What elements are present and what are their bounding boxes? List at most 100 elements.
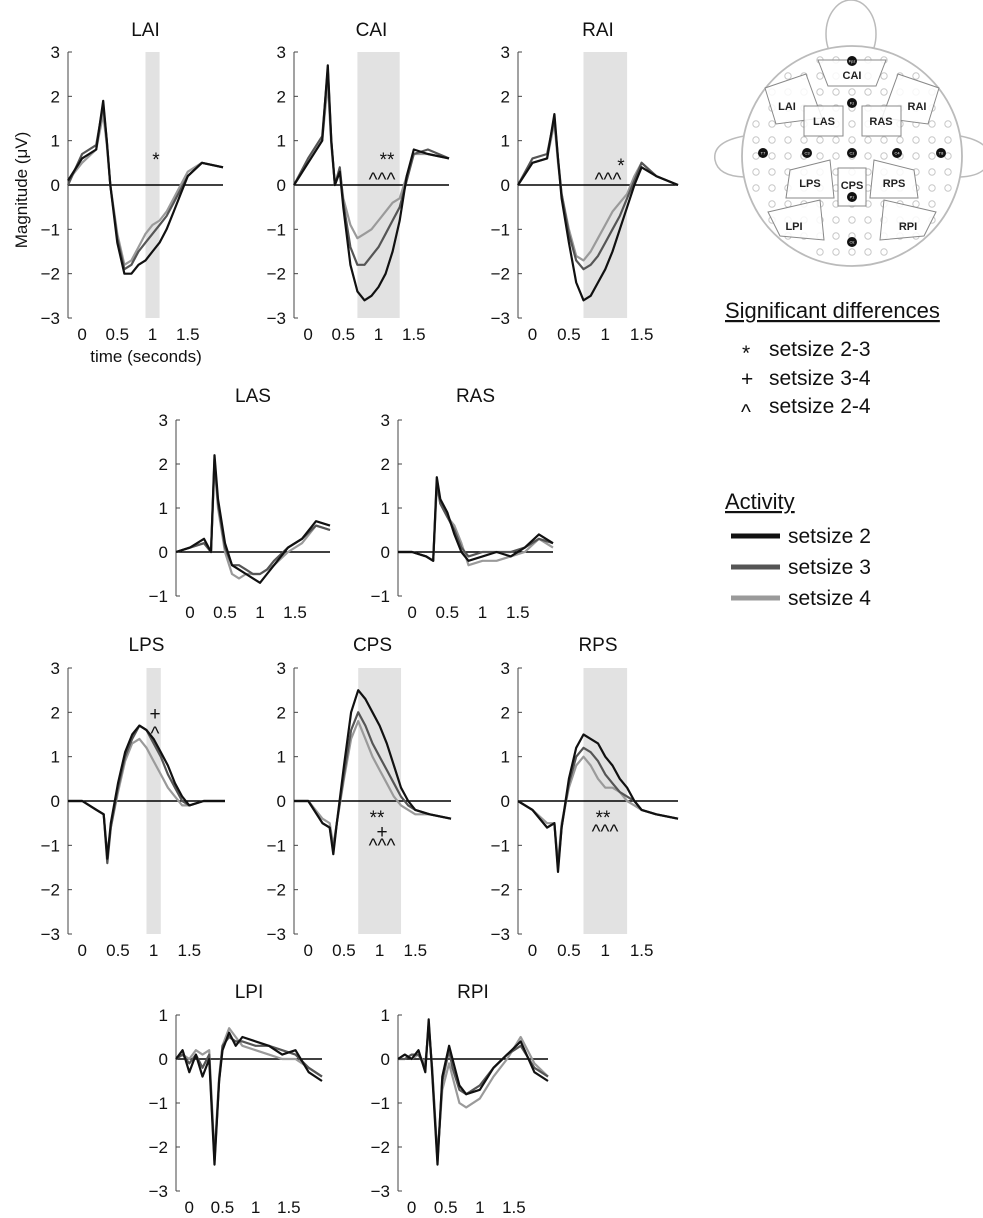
y-tick-label: 0: [51, 176, 60, 195]
x-tick-label: 0.5: [557, 941, 581, 960]
electrode-site: [944, 120, 952, 128]
electrode-site: [928, 152, 936, 160]
region-label-lps: LPS: [799, 178, 820, 190]
electrode-site: [752, 120, 760, 128]
y-tick-label: −1: [41, 836, 60, 855]
electrode-site: [928, 136, 936, 144]
panel-cai: CAI −3 −2 −1 0 1 2 3 0 0.5 1 1.5 **^^^: [267, 20, 450, 344]
sig-plus-symbol: +: [741, 368, 753, 391]
electrode-c4: [892, 148, 902, 158]
y-tick-label: −2: [41, 881, 60, 900]
electrode-fz: [847, 98, 857, 108]
series-line-setsize-3: [175, 458, 331, 576]
electrode-site: [848, 120, 856, 128]
y-tick-label: −3: [149, 1182, 168, 1201]
electrode-site: [752, 168, 760, 176]
significance-marker: ^: [151, 724, 160, 745]
x-tick-label: 1.5: [177, 941, 201, 960]
series-line-setsize-2: [397, 1018, 549, 1166]
y-tick-label: 0: [159, 543, 168, 562]
y-tick-label: 3: [501, 659, 510, 678]
y-tick-label: −2: [491, 265, 510, 284]
electrode-t7: [758, 148, 768, 158]
electrode-site: [784, 72, 792, 80]
y-tick-label: 1: [51, 748, 60, 767]
y-tick-label: −1: [41, 220, 60, 239]
region-box-lps: [785, 159, 835, 199]
electrode-site: [768, 184, 776, 192]
electrode-site: [864, 248, 872, 256]
setsize-3-label: setsize 3: [788, 556, 871, 579]
x-tick-label: 1.5: [277, 1198, 301, 1217]
panel-title: LAI: [131, 20, 160, 41]
x-tick-label: 1: [375, 941, 384, 960]
y-tick-label: 2: [51, 87, 60, 106]
region-label-lpi: LPI: [785, 221, 802, 233]
series-line-setsize-2: [517, 733, 679, 874]
x-tick-label: 1: [478, 603, 487, 622]
y-tick-label: −2: [371, 1138, 390, 1157]
panel-lpi: LPI −3 −2 −1 0 1 0 0.5 1 1.5: [149, 982, 323, 1217]
region-box-rps: [869, 159, 919, 199]
electrode-site: [880, 152, 888, 160]
setsize-2-label: setsize 2: [788, 525, 871, 548]
region-label-lai: LAI: [778, 101, 796, 113]
x-tick-label: 1: [255, 603, 264, 622]
x-tick-label: 0: [528, 941, 537, 960]
x-tick-label: 0: [407, 603, 416, 622]
electrode-site: [768, 152, 776, 160]
series-line-setsize-2: [175, 1031, 323, 1166]
y-tick-label: 0: [277, 792, 286, 811]
series-line-setsize-3: [175, 1035, 323, 1162]
panel-cps: CPS −3 −2 −1 0 1 2 3 0 0.5 1 1.5 **+^^^: [267, 635, 452, 960]
x-tick-label: 1.5: [630, 941, 654, 960]
electrode-site: [928, 120, 936, 128]
region-label-cai: CAI: [843, 70, 862, 82]
x-tick-label: 0.5: [106, 941, 130, 960]
y-tick-label: 2: [277, 87, 286, 106]
y-tick-label: 2: [501, 703, 510, 722]
electrode-site: [912, 152, 920, 160]
electrode-site: [816, 88, 824, 96]
significance-marker: **: [596, 808, 611, 829]
significance-legend: Significant differences * setsize 2-3 + …: [725, 298, 940, 424]
y-tick-label: 2: [159, 455, 168, 474]
significance-marker: ^^^: [369, 836, 396, 857]
y-tick-label: 1: [277, 748, 286, 767]
y-axis-label: Magnitude (μV): [12, 132, 31, 249]
x-tick-label: 0: [77, 325, 86, 344]
x-tick-label: 0: [78, 941, 87, 960]
electrode-label-t8: T8: [939, 151, 944, 156]
electrode-site: [864, 216, 872, 224]
y-tick-label: 1: [277, 132, 286, 151]
panel-ras: RAS −1 0 1 2 3 0 0.5 1 1.5: [371, 386, 554, 622]
significance-marker: ^^^: [369, 170, 396, 191]
electrode-site: [928, 200, 936, 208]
y-tick-label: 0: [51, 792, 60, 811]
x-tick-label: 1.5: [506, 603, 530, 622]
y-tick-label: −1: [491, 836, 510, 855]
y-tick-label: 1: [501, 748, 510, 767]
x-tick-label: 1.5: [176, 325, 200, 344]
y-tick-label: 0: [501, 176, 510, 195]
electrode-site: [768, 168, 776, 176]
significance-marker: **: [380, 150, 395, 171]
y-tick-label: 3: [51, 43, 60, 62]
x-tick-label: 1.5: [402, 325, 426, 344]
panel-rps: RPS −3 −2 −1 0 1 2 3 0 0.5 1 1.5 **^^^: [491, 635, 679, 960]
electrode-site: [816, 72, 824, 80]
electrode-site: [816, 136, 824, 144]
significance-marker: **: [370, 808, 385, 829]
electrode-site: [864, 152, 872, 160]
y-tick-label: 3: [381, 411, 390, 430]
electrode-site: [848, 88, 856, 96]
series-line-setsize-2: [294, 689, 452, 856]
region-box-cps: [837, 167, 867, 207]
electrode-site: [912, 136, 920, 144]
y-tick-label: −1: [267, 220, 286, 239]
x-tick-label: 1.5: [502, 1198, 526, 1217]
electrode-site: [768, 136, 776, 144]
panel-title: LPS: [129, 635, 165, 656]
y-tick-label: −3: [41, 925, 60, 944]
electrode-site: [752, 136, 760, 144]
